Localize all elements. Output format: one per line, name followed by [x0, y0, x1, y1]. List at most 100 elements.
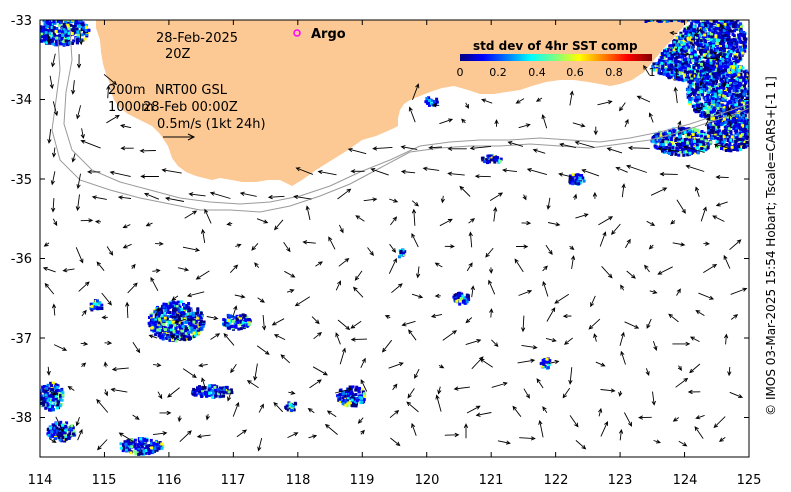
- sst-pixel: [688, 128, 692, 132]
- sst-pixel: [661, 139, 665, 142]
- sst-pixel: [58, 404, 62, 408]
- sst-pixel: [51, 398, 55, 402]
- sst-pixel: [703, 35, 707, 39]
- sst-pixel: [137, 445, 140, 449]
- sst-pixel: [158, 325, 162, 328]
- sst-pixel: [662, 10, 665, 13]
- sst-pixel: [727, 50, 731, 54]
- sst-pixel: [50, 386, 54, 390]
- sst-pixel: [743, 40, 747, 44]
- sst-pixel: [55, 40, 58, 44]
- sst-pixel: [76, 31, 80, 35]
- sst-pixel: [196, 316, 200, 320]
- sst-pixel: [698, 8, 701, 11]
- sst-pixel: [728, 22, 732, 26]
- sst-pixel: [57, 431, 61, 435]
- sst-pixel: [186, 325, 190, 329]
- sst-pixel: [665, 7, 668, 10]
- sst-pixel: [680, 6, 683, 9]
- sst-pixel: [684, 49, 688, 53]
- sst-pixel: [710, 102, 714, 106]
- sst-pixel: [698, 50, 702, 54]
- sst-pixel: [732, 17, 735, 20]
- sst-pixel: [709, 136, 713, 140]
- sst-pixel: [678, 6, 681, 9]
- sst-pixel: [686, 92, 690, 96]
- sst-pixel: [62, 25, 66, 29]
- sst-pixel: [722, 44, 725, 48]
- sst-pixel: [352, 402, 356, 406]
- sst-pixel: [703, 133, 707, 137]
- sst-pixel: [699, 114, 703, 117]
- sst-pixel: [683, 14, 686, 17]
- sst-pixel: [709, 8, 712, 11]
- sst-pixel: [694, 16, 697, 19]
- sst-pixel: [695, 143, 699, 147]
- sst-pixel: [133, 442, 137, 446]
- sst-pixel: [712, 61, 716, 65]
- sst-pixel: [726, 24, 730, 28]
- sst-pixel: [161, 444, 165, 448]
- sst-pixel: [355, 387, 359, 391]
- sst-pixel: [337, 394, 341, 398]
- sst-pixel: [740, 132, 744, 136]
- sst-pixel: [227, 390, 231, 394]
- sst-pixel: [749, 101, 752, 104]
- sst-pixel: [50, 40, 54, 44]
- sst-pixel: [126, 442, 130, 446]
- sst-pixel: [743, 74, 747, 78]
- sst-pixel: [704, 106, 708, 110]
- sst-pixel: [701, 20, 705, 22]
- sst-pixel: [691, 133, 695, 136]
- sst-pixel: [750, 88, 753, 91]
- sst-pixel: [732, 66, 735, 70]
- sst-pixel: [656, 132, 660, 136]
- sst-pixel: [708, 99, 712, 102]
- sst-pixel: [736, 20, 740, 22]
- sst-pixel: [745, 141, 749, 144]
- sst-pixel: [663, 9, 666, 12]
- sst-pixel: [682, 58, 686, 62]
- sst-pixel: [141, 439, 145, 443]
- sst-pixel: [719, 42, 723, 46]
- sst-pixel: [706, 12, 709, 15]
- sst-pixel: [664, 140, 668, 144]
- sst-pixel: [685, 145, 689, 149]
- sst-pixel: [690, 76, 694, 80]
- sst-pixel: [715, 76, 719, 80]
- sst-pixel: [712, 20, 716, 23]
- sst-pixel: [736, 132, 740, 136]
- sst-pixel: [699, 2, 702, 5]
- sst-pixel: [660, 13, 663, 16]
- sst-pixel: [685, 146, 689, 150]
- sst-pixel: [711, 131, 715, 135]
- sst-pixel: [713, 17, 716, 20]
- sst-pixel: [699, 8, 702, 11]
- sst-pixel: [705, 43, 709, 47]
- sst-pixel: [712, 81, 716, 85]
- sst-pixel: [692, 93, 696, 97]
- sst-pixel: [167, 323, 171, 327]
- sst-pixel: [689, 48, 693, 52]
- sst-pixel: [146, 445, 150, 449]
- sst-pixel: [51, 17, 54, 20]
- sst-pixel: [691, 91, 695, 95]
- sst-pixel: [711, 15, 714, 18]
- sst-pixel: [708, 131, 712, 135]
- sst-pixel: [36, 32, 39, 35]
- sst-pixel: [677, 14, 680, 17]
- sst-pixel: [706, 146, 710, 150]
- sst-pixel: [676, 15, 679, 18]
- sst-pixel: [181, 324, 185, 328]
- sst-pixel: [127, 448, 131, 452]
- sst-pixel: [734, 103, 738, 107]
- sst-pixel: [358, 386, 361, 390]
- sst-pixel: [54, 16, 57, 19]
- sst-pixel: [682, 66, 685, 70]
- sst-pixel: [681, 34, 685, 38]
- sst-pixel: [738, 55, 742, 59]
- sst-pixel: [680, 11, 683, 14]
- sst-pixel: [707, 32, 711, 35]
- sst-pixel: [690, 46, 694, 50]
- sst-pixel: [699, 62, 703, 66]
